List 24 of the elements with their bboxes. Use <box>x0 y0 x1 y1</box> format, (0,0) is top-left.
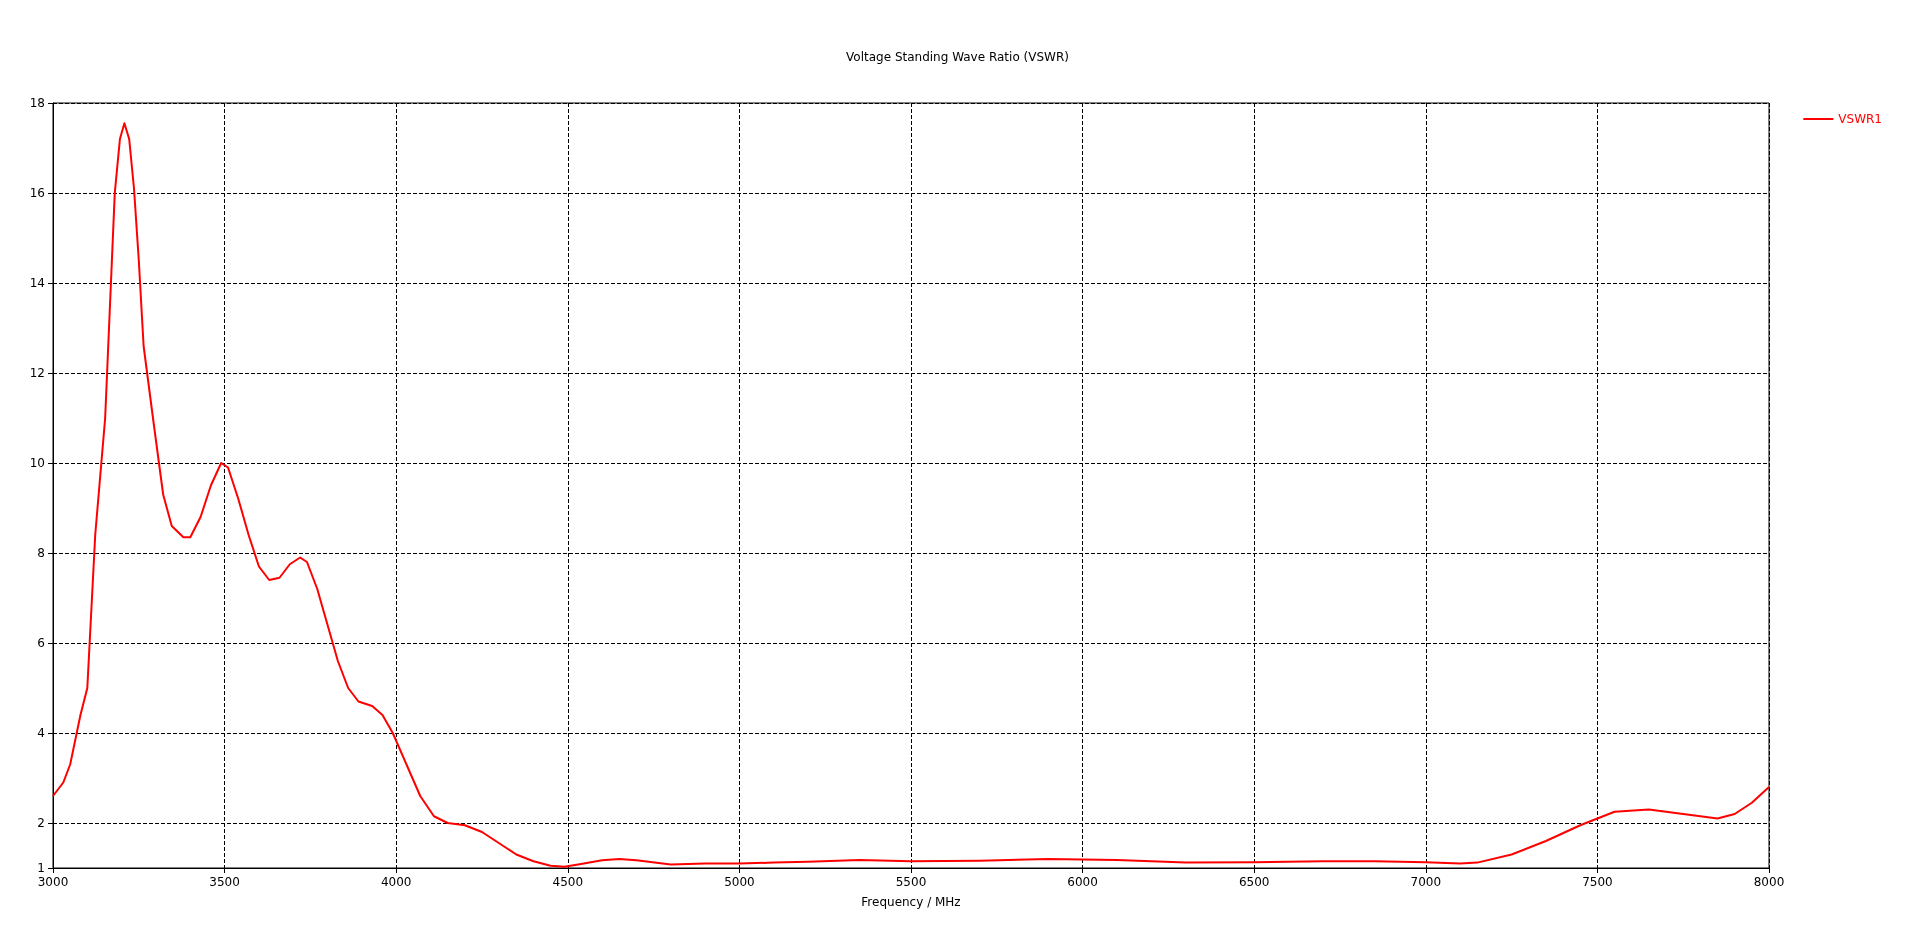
x-tick-label: 5500 <box>895 875 927 889</box>
y-tick-label: 18 <box>29 96 45 110</box>
y-tick-label: 10 <box>29 456 45 470</box>
x-tick-label: 7000 <box>1410 875 1442 889</box>
y-tick-label: 14 <box>29 276 45 290</box>
x-tick-label: 4000 <box>380 875 412 889</box>
x-tick-label: 6000 <box>1067 875 1098 889</box>
y-tick-label: 4 <box>37 726 45 740</box>
x-tick-label: 4500 <box>552 875 584 889</box>
x-tick-label: 6500 <box>1238 875 1270 889</box>
legend-label: VSWR1 <box>1838 112 1883 126</box>
x-tick-label: 3500 <box>209 875 240 889</box>
x-tick-label: 7500 <box>1582 875 1613 889</box>
y-tick-label: 8 <box>37 546 45 560</box>
y-tick-label: 1 <box>37 861 45 875</box>
y-tick-label: 6 <box>37 636 45 650</box>
chart-title: Voltage Standing Wave Ratio (VSWR) <box>846 50 1069 64</box>
x-tick-label: 5000 <box>724 875 755 889</box>
x-tick-label: 3000 <box>37 875 69 889</box>
x-tick-label: 8000 <box>1753 875 1785 889</box>
y-tick-label: 12 <box>29 366 45 380</box>
x-axis-title: Frequency / MHz <box>861 895 961 909</box>
y-tick-label: 16 <box>29 186 45 200</box>
y-tick-label: 2 <box>37 816 45 830</box>
